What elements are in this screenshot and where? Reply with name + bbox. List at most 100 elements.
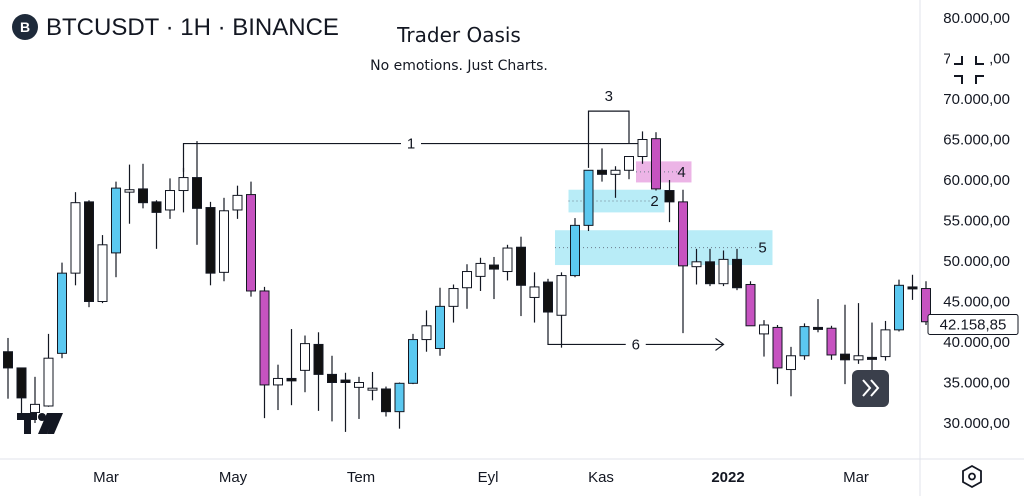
x-tick-label: Tem (347, 469, 375, 486)
candle (732, 248, 742, 291)
symbol-text: BTCUSDT · 1H · BINANCE (46, 14, 339, 41)
candle (691, 248, 702, 285)
candle (705, 248, 715, 287)
candle-body (43, 357, 54, 407)
candle-body (772, 326, 783, 369)
svg-text:42.158,85: 42.158,85 (940, 317, 1007, 334)
candle-body (732, 258, 742, 289)
candle (448, 284, 459, 323)
candle-body (705, 261, 715, 285)
chart-subtitle: No emotions. Just Charts. (370, 58, 548, 74)
zone-4 (636, 161, 692, 183)
candle (853, 303, 864, 364)
candle-body (894, 284, 904, 331)
candle-body (408, 339, 418, 384)
logo-icon (17, 413, 63, 434)
candle-body (286, 377, 297, 382)
candle-body (678, 201, 688, 267)
candle-body (219, 210, 229, 273)
candle (3, 337, 13, 399)
candle (718, 250, 729, 287)
candle-body (637, 139, 648, 158)
candle (921, 281, 931, 325)
candle-body (97, 244, 108, 303)
candle (394, 382, 405, 429)
candle-body (111, 187, 121, 254)
candle-body (867, 356, 877, 360)
scroll-to-realtime-icon[interactable] (852, 370, 889, 407)
y-axis[interactable]: 80.000,0075.000,0070.000,0065.000,0060.0… (943, 10, 1010, 432)
candle-body (664, 190, 675, 203)
candle-body (826, 327, 837, 356)
candle (70, 192, 81, 286)
candle (124, 164, 135, 224)
candle (16, 367, 27, 419)
candle-body (138, 188, 148, 204)
symbol-badge (12, 14, 38, 40)
candle (111, 181, 121, 278)
candles (3, 131, 931, 432)
candle-body (3, 351, 13, 369)
annotation-label-4: 4 (677, 164, 685, 181)
candle (354, 376, 364, 419)
annotation-label-2: 2 (650, 193, 658, 210)
candle-body (462, 271, 472, 289)
candle (840, 304, 850, 385)
chart-title: Trader Oasis (396, 23, 521, 47)
x-axis[interactable]: Mar May Tem Eyl Kas 2022 Mar (93, 469, 869, 486)
symbol-badge-letter: B (20, 19, 30, 35)
candle-body (907, 286, 918, 290)
candle-body (205, 207, 216, 274)
candle-body (691, 261, 702, 268)
candle (246, 181, 256, 297)
candle (300, 335, 310, 393)
annotation-label-bg-6 (625, 335, 646, 354)
candle-body (124, 189, 135, 193)
candle (475, 257, 486, 291)
fullscreen-icon[interactable] (954, 56, 984, 84)
candle (192, 141, 202, 245)
candle-body (745, 283, 756, 327)
candle (259, 286, 270, 419)
candle (367, 371, 378, 401)
candle (799, 323, 810, 360)
candle-body (610, 169, 621, 175)
symbol-header[interactable]: B BTCUSDT · 1H · BINANCE (12, 14, 339, 41)
candle-body (921, 288, 931, 323)
candle (57, 262, 67, 359)
candle-body (556, 275, 567, 316)
candle (813, 299, 823, 333)
candle-body (853, 355, 864, 361)
candle (516, 236, 526, 317)
annotation-line-6 (547, 309, 724, 346)
y-tick-label: 30.000,00 (943, 415, 1010, 432)
candle (286, 329, 297, 406)
candle (543, 278, 553, 313)
candle (421, 310, 432, 352)
y-tick-label: 50.000,00 (943, 253, 1010, 270)
candle-body (192, 177, 202, 209)
candle (678, 189, 688, 334)
candle (907, 274, 918, 300)
annotation-label-1: 1 (407, 136, 415, 153)
current-price-label: 42.158,85 (927, 314, 1019, 336)
candle-body (570, 224, 580, 277)
candle (340, 372, 351, 432)
candle-body (354, 382, 364, 388)
candle-body (367, 387, 378, 391)
candle (205, 201, 216, 286)
candle-body (232, 194, 243, 211)
candle-body (651, 138, 661, 190)
candle-body (273, 377, 283, 386)
candle (462, 264, 472, 309)
candle (583, 169, 594, 232)
settings-hexagon-icon[interactable] (962, 464, 982, 489)
candle (151, 200, 162, 249)
y-tick-label: 35.000,00 (943, 375, 1010, 392)
candle-body (381, 388, 391, 413)
annotation-line-3 (587, 110, 630, 168)
y-tick-label: 80.000,00 (943, 10, 1010, 27)
candle (219, 197, 229, 282)
candle (313, 332, 324, 411)
